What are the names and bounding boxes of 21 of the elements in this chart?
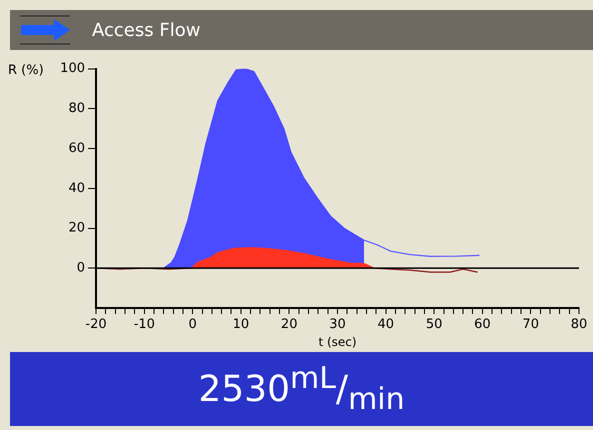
y-tick-label: 60 <box>68 140 85 156</box>
x-tick-label: 80 <box>570 317 588 332</box>
x-tick-label: 20 <box>280 317 298 332</box>
x-tick-label: 10 <box>232 317 250 332</box>
x-tick-label: 50 <box>426 317 442 332</box>
y-axis-title: R (%) <box>8 63 44 78</box>
x-tick-label: 60 <box>474 317 491 332</box>
y-tick-label: 40 <box>68 180 85 196</box>
x-axis-title: t (sec) <box>318 334 357 349</box>
x-tick-label: 40 <box>378 317 394 332</box>
y-tick-label: 0 <box>76 260 85 276</box>
chart-title: Access Flow <box>92 20 200 40</box>
x-tick-label: 0 <box>188 317 197 332</box>
y-tick-label: 20 <box>68 220 85 236</box>
x-tick-label: -10 <box>134 317 155 332</box>
x-tick-label: -20 <box>85 317 107 332</box>
x-tick-label: 70 <box>522 317 539 332</box>
y-tick-label: 100 <box>60 61 85 76</box>
text: 2530$^{mL}$/$_{min}$ <box>198 360 405 418</box>
x-tick-label: 30 <box>329 317 346 332</box>
y-tick-label: 80 <box>68 101 85 116</box>
